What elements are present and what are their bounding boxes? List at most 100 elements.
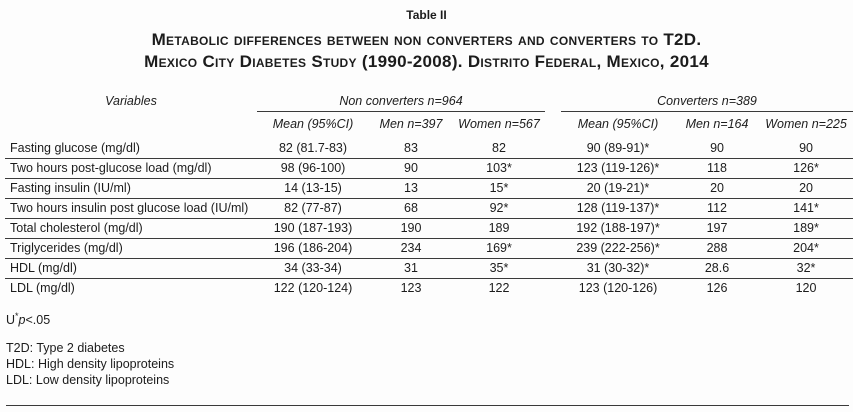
abbreviations-block: T2D: Type 2 diabetes HDL: High density l…: [6, 340, 853, 388]
value-cell: 234: [369, 238, 453, 259]
value-cell: 141*: [759, 198, 853, 219]
subheader-nonconv-women: Women n=567: [458, 116, 540, 131]
value-cell: 32*: [759, 258, 853, 279]
column-gap: [545, 278, 561, 298]
table-number-label: Table II: [406, 8, 447, 22]
value-cell: 112: [675, 198, 760, 219]
value-cell: 239 (222-256)*: [561, 238, 676, 259]
value-cell: 35*: [453, 258, 546, 279]
variable-cell: Two hours insulin post glucose load (IU/…: [5, 198, 257, 219]
value-cell: 126*: [759, 158, 853, 179]
table-row-total-cholesterol: Total cholesterol (mg/dl) 190 (187-193) …: [5, 218, 853, 239]
value-cell: 128 (119-137)*: [561, 198, 676, 219]
value-cell: 98 (96-100): [257, 158, 369, 179]
subheader-conv-mean: Mean (95%CI): [577, 116, 659, 131]
abbreviation-hdl: HDL: High density lipoproteins: [6, 357, 175, 371]
subheader-row: Mean (95%CI) Men n=397 Women n=567 Mean …: [5, 111, 853, 138]
subheader-nonconv-mean: Mean (95%CI): [272, 116, 354, 131]
variable-cell: Fasting insulin (IU/ml): [5, 178, 257, 199]
title-block: Table II Metabolic differences between n…: [0, 0, 853, 73]
value-cell: 120: [795, 281, 817, 296]
variable-cell: Triglycerides (mg/dl): [5, 238, 257, 259]
value-cell: 34 (33-34): [257, 258, 369, 279]
table-row-insulin-post-glucose: Two hours insulin post glucose load (IU/…: [5, 198, 853, 219]
column-gap: [545, 91, 561, 111]
variable-cell: Total cholesterol (mg/dl): [5, 218, 257, 239]
value-cell: 288: [675, 238, 760, 259]
value-cell: 196 (186-204): [257, 238, 369, 259]
variable-cell: HDL (mg/dl): [5, 258, 257, 279]
table-row-hdl: HDL (mg/dl) 34 (33-34) 31 35* 31 (30-32)…: [5, 258, 853, 279]
subheader-conv-women: Women n=225: [765, 116, 847, 131]
significance-u: U: [6, 313, 16, 327]
value-cell: 90: [675, 138, 760, 159]
value-cell: 169*: [453, 238, 546, 259]
variable-cell: LDL (mg/dl): [10, 281, 75, 296]
abbreviation-t2d: T2D: Type 2 diabetes: [6, 341, 125, 355]
value-cell: 197: [675, 218, 760, 239]
value-cell: 90 (89-91)*: [561, 138, 676, 159]
variable-cell: Two hours post-glucose load (mg/dl): [5, 158, 257, 179]
column-gap: [545, 198, 562, 219]
subheader-nonconv-men: Men n=397: [379, 116, 443, 131]
value-cell: 190: [369, 218, 453, 239]
value-cell: 123 (120-126): [578, 281, 658, 296]
table-row-post-glucose-load: Two hours post-glucose load (mg/dl) 98 (…: [5, 158, 853, 179]
group-header-converters: Converters n=389: [561, 91, 853, 112]
group-header-non-converters: Non converters n=964: [257, 91, 546, 112]
value-cell: 20 (19-21)*: [561, 178, 676, 199]
variables-column-header: Variables: [105, 94, 157, 108]
significance-threshold: <.05: [25, 313, 51, 327]
value-cell: 122 (120-124): [273, 281, 353, 296]
value-cell: 118: [675, 158, 760, 179]
value-cell: 122: [488, 281, 510, 296]
value-cell: 123: [400, 281, 422, 296]
value-cell: 204*: [759, 238, 853, 259]
value-cell: 28.6: [675, 258, 760, 279]
abbreviation-ldl: LDL: Low density lipoproteins: [6, 373, 170, 387]
value-cell: 126: [706, 281, 728, 296]
significance-p: p: [18, 313, 26, 327]
table-heading-line-1: Metabolic differences between non conver…: [151, 30, 702, 49]
column-gap: [545, 158, 562, 179]
value-cell: 20: [675, 178, 760, 199]
table-row-fasting-insulin: Fasting insulin (IU/ml) 14 (13-15) 13 15…: [5, 178, 853, 199]
value-cell: 192 (188-197)*: [561, 218, 676, 239]
table-row-triglycerides: Triglycerides (mg/dl) 196 (186-204) 234 …: [5, 238, 853, 259]
value-cell: 190 (187-193): [257, 218, 369, 239]
subheader-conv-men: Men n=164: [685, 116, 749, 131]
table-row-ldl: LDL (mg/dl) 122 (120-124) 123 122 123 (1…: [5, 278, 853, 298]
value-cell: 92*: [453, 198, 546, 219]
subheader-empty: [5, 111, 257, 138]
value-cell: 14 (13-15): [257, 178, 369, 199]
bottom-divider-rule: [6, 405, 849, 406]
column-gap: [545, 258, 562, 279]
value-cell: 68: [369, 198, 453, 219]
column-gap: [545, 218, 562, 239]
significance-star: *: [15, 310, 19, 321]
column-gap: [545, 178, 562, 199]
column-gap: [545, 111, 561, 138]
column-gap: [545, 138, 562, 159]
group-header-row: Variables Non converters n=964 Converter…: [5, 91, 853, 112]
value-cell: 83: [369, 138, 453, 159]
table-row-fasting-glucose: Fasting glucose (mg/dl) 82 (81.7-83) 83 …: [5, 138, 853, 159]
value-cell: 31: [369, 258, 453, 279]
value-cell: 103*: [453, 158, 546, 179]
value-cell: 31 (30-32)*: [561, 258, 676, 279]
value-cell: 13: [369, 178, 453, 199]
value-cell: 82 (81.7-83): [257, 138, 369, 159]
metabolic-differences-table: Variables Non converters n=964 Converter…: [5, 91, 853, 298]
significance-note: U*p<.05: [6, 310, 853, 327]
table-heading-line-2: Mexico City Diabetes Study (1990-2008). …: [144, 52, 709, 71]
value-cell: 15*: [453, 178, 546, 199]
value-cell: 189*: [759, 218, 853, 239]
value-cell: 90: [759, 138, 853, 159]
value-cell: 123 (119-126)*: [561, 158, 676, 179]
value-cell: 90: [369, 158, 453, 179]
value-cell: 82: [453, 138, 546, 159]
value-cell: 20: [759, 178, 853, 199]
value-cell: 82 (77-87): [257, 198, 369, 219]
value-cell: 189: [453, 218, 546, 239]
